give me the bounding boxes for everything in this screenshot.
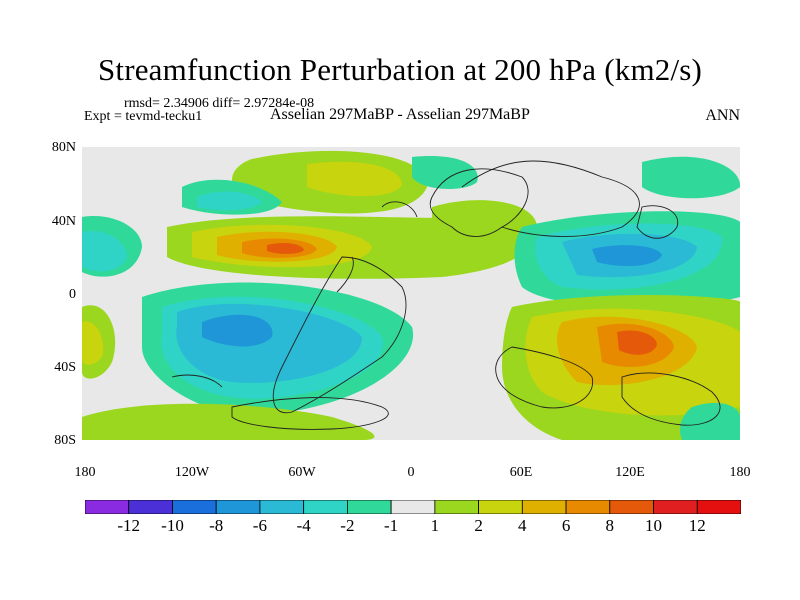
x-tick-label: 120W — [174, 465, 210, 480]
contour-pos2 — [82, 321, 104, 365]
colorbar-label: 1 — [430, 516, 440, 535]
contour-pos8 — [617, 330, 657, 355]
colorbar-label: 8 — [605, 516, 615, 535]
contour-neg1 — [642, 156, 740, 199]
colorbar-swatch — [609, 500, 654, 514]
season-label: ANN — [705, 107, 740, 124]
x-tick-label: 120E — [615, 465, 645, 480]
colorbar-label: -12 — [117, 516, 141, 535]
colorbar-label: 6 — [561, 516, 571, 535]
x-tick-label: 60E — [509, 465, 533, 480]
contour-pos8 — [267, 242, 304, 254]
coastline — [636, 205, 679, 239]
colorbar-label: 10 — [645, 516, 662, 535]
y-tick-label: 40N — [51, 214, 76, 229]
colorbar-swatch — [85, 500, 130, 514]
y-tick-label: 80N — [51, 140, 76, 155]
colorbar-label: -4 — [296, 516, 311, 535]
y-tick-label: 80S — [54, 433, 76, 448]
colorbar-label: -1 — [384, 516, 399, 535]
y-tick-label: 0 — [69, 287, 76, 302]
coastline — [461, 160, 640, 237]
coastline — [429, 168, 529, 237]
contour-pos1 — [82, 403, 375, 440]
coastline — [272, 256, 407, 414]
colorbar-label: 2 — [474, 516, 483, 535]
coastline — [381, 201, 418, 218]
coastline — [495, 346, 594, 409]
coastlines — [171, 160, 721, 430]
colorbar-swatch — [128, 500, 173, 514]
experiment-label: Expt = tevmd-tecku1 — [84, 109, 203, 124]
x-tick-label: 60W — [288, 465, 316, 480]
colorbar-swatch — [434, 500, 479, 514]
contour-pos2 — [307, 161, 402, 197]
colorbar-swatch — [696, 500, 741, 514]
colorbar-swatch — [478, 500, 523, 514]
chart-title: Streamfunction Perturbation at 200 hPa (… — [97, 52, 703, 87]
colorbar-label: 12 — [688, 516, 706, 535]
x-tick-label: 180 — [729, 465, 751, 480]
x-tick-label: 180 — [74, 465, 96, 480]
colorbar-swatch — [259, 500, 305, 514]
y-tick-label: 40S — [54, 360, 76, 375]
contour-neg2 — [197, 191, 262, 211]
colorbar-label: -10 — [161, 516, 184, 535]
contour-neg1 — [680, 402, 740, 440]
colorbar-swatch — [521, 500, 567, 514]
contour-neg1 — [412, 156, 478, 189]
colorbar-swatch — [172, 500, 217, 514]
colorbar-swatch — [346, 500, 392, 514]
case-comparison-label: Asselian 297MaBP - Asselian 297MaBP — [270, 106, 530, 123]
coastline — [231, 397, 389, 430]
colorbar-swatch — [390, 500, 436, 514]
colorbar-label: -2 — [340, 516, 355, 535]
contour-neg6 — [202, 314, 273, 347]
coastline — [171, 374, 223, 388]
coastline — [621, 372, 721, 426]
colorbar-swatch — [215, 500, 261, 514]
rmsd-stats: rmsd= 2.34906 diff= 2.97284e-08 — [124, 96, 315, 111]
contour-pos1 — [432, 200, 538, 252]
contour-neg6 — [592, 245, 662, 267]
streamfunction-contour-map — [82, 150, 740, 440]
colorbar-label: -6 — [252, 516, 267, 535]
colorbar-label: 4 — [518, 516, 527, 535]
map-plot-area — [82, 147, 740, 440]
x-tick-label: 0 — [407, 465, 415, 480]
colorbar-swatch — [565, 500, 611, 514]
contour-neg2 — [82, 231, 127, 272]
colorbar-swatch — [653, 500, 698, 514]
colorbar-label: -8 — [209, 516, 224, 535]
coastline — [336, 256, 354, 293]
colorbar-swatch — [303, 500, 348, 514]
colorbar — [85, 500, 741, 514]
